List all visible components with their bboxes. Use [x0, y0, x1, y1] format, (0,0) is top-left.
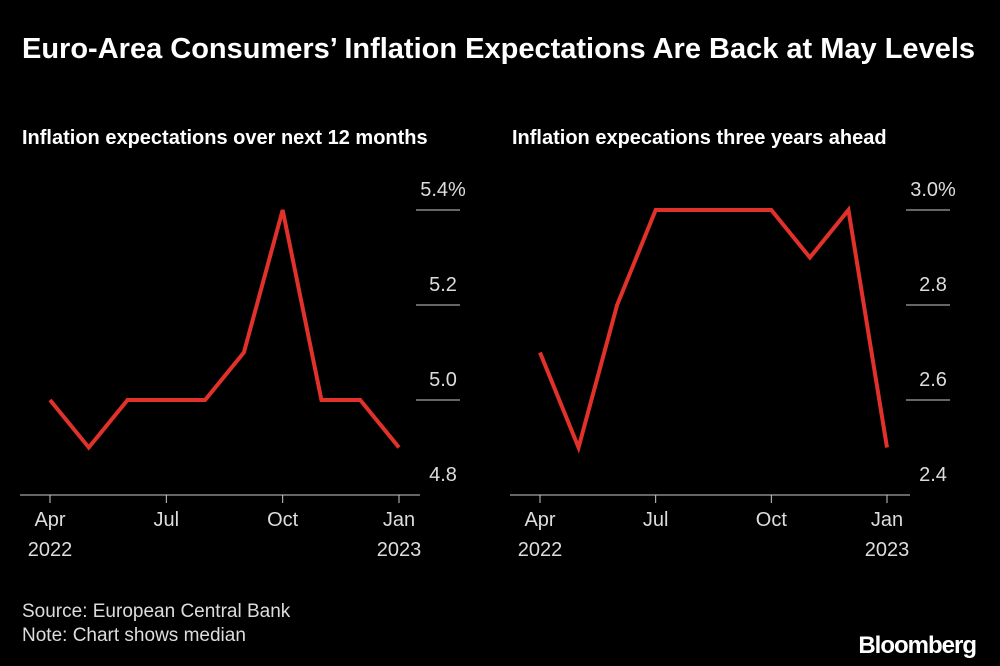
source: Source: European Central Bank [22, 601, 291, 622]
x-tick-label: Jul [153, 509, 180, 531]
y-tick-label: 2.8 [919, 274, 947, 296]
y-tick-label: 5.4% [420, 179, 466, 201]
x-tick-label: Jan 2023 [376, 509, 422, 561]
note: Note: Chart shows median [22, 625, 246, 646]
y-tick-label: 4.8 [429, 464, 457, 486]
chart-title: Inflation expectations over next 12 mont… [22, 127, 428, 149]
x-tick-label: Jan 2023 [864, 509, 910, 561]
chart-title: Inflation expecations three years ahead [512, 127, 887, 149]
y-tick-label: 5.0 [429, 369, 457, 391]
data-line [538, 205, 889, 454]
logo: Bloomberg [858, 632, 977, 659]
x-tick-label: Oct [755, 509, 787, 531]
y-tick-label: 2.6 [919, 369, 947, 391]
x-tick-label: Oct [267, 509, 299, 531]
y-tick-label: 3.0% [910, 179, 956, 201]
x-tick-label: Apr 2022 [517, 509, 563, 561]
x-tick-label: Jul [642, 509, 669, 531]
y-tick-label: 5.2 [429, 274, 457, 296]
y-tick-label: 2.4 [919, 464, 947, 486]
page-title: Euro-Area Consumers’ Inflation Expectati… [22, 33, 976, 65]
data-line [48, 209, 401, 451]
x-tick-label: Apr 2022 [27, 509, 73, 561]
